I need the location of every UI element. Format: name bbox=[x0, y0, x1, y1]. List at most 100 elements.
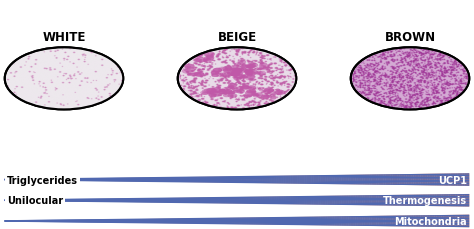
Circle shape bbox=[219, 74, 223, 76]
Circle shape bbox=[268, 92, 276, 96]
Circle shape bbox=[235, 89, 245, 94]
Polygon shape bbox=[416, 215, 418, 227]
Polygon shape bbox=[170, 177, 172, 182]
Polygon shape bbox=[105, 178, 107, 181]
Polygon shape bbox=[230, 177, 232, 183]
Circle shape bbox=[203, 59, 209, 62]
Polygon shape bbox=[49, 179, 51, 180]
Polygon shape bbox=[51, 200, 54, 201]
Polygon shape bbox=[207, 198, 209, 203]
Polygon shape bbox=[316, 217, 319, 225]
Polygon shape bbox=[400, 215, 402, 226]
Circle shape bbox=[192, 73, 195, 75]
Circle shape bbox=[192, 54, 202, 58]
Circle shape bbox=[234, 70, 239, 73]
Circle shape bbox=[248, 73, 253, 75]
Polygon shape bbox=[154, 219, 155, 223]
Polygon shape bbox=[17, 200, 18, 201]
Polygon shape bbox=[437, 174, 439, 186]
Polygon shape bbox=[439, 215, 441, 227]
Polygon shape bbox=[439, 194, 441, 206]
Circle shape bbox=[267, 89, 274, 93]
Polygon shape bbox=[179, 218, 181, 224]
Polygon shape bbox=[35, 200, 37, 201]
Polygon shape bbox=[70, 220, 72, 222]
Polygon shape bbox=[26, 179, 28, 180]
Polygon shape bbox=[163, 177, 165, 182]
Polygon shape bbox=[95, 220, 98, 222]
Polygon shape bbox=[144, 178, 146, 182]
Polygon shape bbox=[228, 197, 230, 204]
Polygon shape bbox=[420, 195, 423, 206]
Polygon shape bbox=[260, 176, 263, 183]
Polygon shape bbox=[216, 218, 219, 224]
Text: Triglycerides: Triglycerides bbox=[7, 175, 78, 185]
Polygon shape bbox=[167, 198, 170, 203]
Polygon shape bbox=[267, 197, 270, 204]
Polygon shape bbox=[149, 219, 151, 223]
Circle shape bbox=[246, 95, 252, 98]
Polygon shape bbox=[67, 220, 70, 222]
Circle shape bbox=[244, 70, 253, 74]
Polygon shape bbox=[439, 174, 441, 186]
Polygon shape bbox=[348, 175, 351, 185]
Polygon shape bbox=[58, 199, 61, 201]
Polygon shape bbox=[18, 200, 21, 201]
Polygon shape bbox=[251, 176, 253, 183]
Polygon shape bbox=[137, 219, 139, 223]
Polygon shape bbox=[121, 178, 123, 181]
Polygon shape bbox=[367, 195, 369, 205]
Polygon shape bbox=[255, 218, 258, 224]
Polygon shape bbox=[302, 196, 304, 204]
Circle shape bbox=[249, 79, 255, 82]
Polygon shape bbox=[183, 218, 186, 224]
Polygon shape bbox=[337, 175, 339, 184]
Polygon shape bbox=[160, 198, 163, 203]
Polygon shape bbox=[239, 197, 242, 204]
Polygon shape bbox=[88, 199, 91, 202]
Polygon shape bbox=[186, 198, 188, 203]
Polygon shape bbox=[30, 179, 33, 180]
Polygon shape bbox=[348, 216, 351, 226]
Circle shape bbox=[258, 68, 263, 70]
Circle shape bbox=[221, 89, 232, 95]
Polygon shape bbox=[274, 176, 276, 183]
Polygon shape bbox=[253, 197, 255, 204]
Polygon shape bbox=[151, 198, 154, 202]
Polygon shape bbox=[281, 217, 283, 225]
Polygon shape bbox=[195, 198, 198, 203]
Polygon shape bbox=[132, 219, 135, 223]
Polygon shape bbox=[223, 197, 226, 203]
Circle shape bbox=[238, 76, 247, 80]
Circle shape bbox=[254, 71, 264, 76]
Polygon shape bbox=[323, 196, 325, 205]
Polygon shape bbox=[388, 216, 390, 226]
Polygon shape bbox=[172, 219, 174, 223]
Polygon shape bbox=[358, 175, 360, 185]
Polygon shape bbox=[167, 177, 170, 182]
Polygon shape bbox=[144, 219, 146, 223]
Polygon shape bbox=[246, 218, 248, 224]
Circle shape bbox=[255, 93, 263, 97]
Circle shape bbox=[259, 66, 270, 71]
Polygon shape bbox=[372, 175, 374, 185]
Polygon shape bbox=[353, 216, 356, 226]
Polygon shape bbox=[425, 215, 428, 227]
Polygon shape bbox=[123, 178, 126, 182]
Polygon shape bbox=[372, 195, 374, 205]
Polygon shape bbox=[363, 216, 365, 226]
Polygon shape bbox=[204, 177, 207, 183]
Circle shape bbox=[220, 93, 224, 95]
Polygon shape bbox=[337, 216, 339, 226]
Polygon shape bbox=[365, 216, 367, 226]
Circle shape bbox=[259, 90, 264, 92]
Polygon shape bbox=[430, 195, 432, 206]
Circle shape bbox=[193, 52, 203, 57]
Circle shape bbox=[228, 84, 237, 88]
Polygon shape bbox=[467, 194, 469, 207]
Polygon shape bbox=[291, 196, 293, 204]
Polygon shape bbox=[434, 194, 437, 206]
Circle shape bbox=[247, 86, 256, 90]
Polygon shape bbox=[328, 196, 330, 205]
Polygon shape bbox=[423, 195, 425, 206]
